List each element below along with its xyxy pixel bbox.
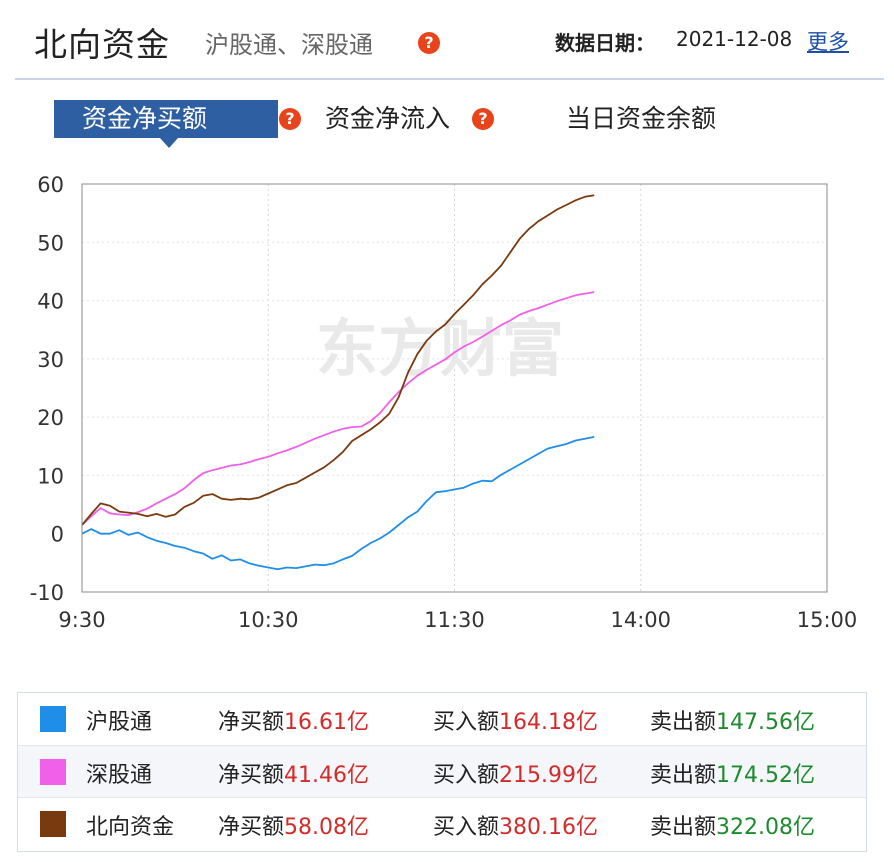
plot-border [81,183,828,593]
x-tick-label: 11:30 [424,608,485,632]
tab-net-buy-label: 资金净买额 [82,104,208,133]
legend-table: 沪股通 净买额16.61亿 买入额164.18亿 卖出额147.56亿 深股通 … [17,692,867,852]
buy-value: 215.99亿 [499,763,598,788]
legend-row: 深股通 净买额41.46亿 买入额215.99亿 卖出额174.52亿 [18,745,866,798]
tab-net-inflow[interactable]: 资金净流入 ? [325,100,495,138]
legend-name: 沪股通 [86,710,153,735]
series-line [81,436,595,571]
x-tick-label: 10:30 [238,608,299,632]
series-line [81,194,595,526]
legend-name: 深股通 [86,763,153,788]
sell-value: 322.08亿 [716,815,815,840]
y-tick-label: 30 [37,348,64,372]
chart-series [81,194,595,571]
chart-watermark: 东方财富 [316,312,564,385]
buy-label: 买入额 [433,815,500,840]
buy-label: 买入额 [433,763,500,788]
net-buy-cell: 净买额41.46亿 [218,757,369,789]
page-title: 北向资金 [34,25,170,64]
legend-swatch [40,759,66,785]
buy-value: 380.16亿 [499,815,598,840]
tab-net-buy[interactable]: 资金净买额 ? [54,100,301,138]
y-tick-label: 60 [37,173,64,197]
x-tick-label: 15:00 [797,608,858,632]
help-icon[interactable]: ? [279,108,301,130]
page-header: 北向资金 沪股通、深股通 ? 数据日期： 2021-12-08 更多 [0,0,894,80]
y-tick-label: 20 [37,406,64,430]
page-subtitle: 沪股通、深股通 [205,31,373,59]
y-tick-label: -10 [30,581,64,605]
header-divider [15,78,884,80]
series-line [81,291,595,526]
sell-label: 卖出额 [650,815,717,840]
y-tick-label: 40 [37,290,64,314]
tab-daily-balance-label: 当日资金余额 [566,104,717,133]
legend-swatch [40,811,66,837]
active-tab-pointer [160,138,178,148]
sell-cell: 卖出额174.52亿 [650,757,815,789]
net-buy-chart: 东方财富 60 50 40 30 20 10 0 -10 9:30 10:30 11:30 14:00… [30,173,858,632]
sell-label: 卖出额 [650,763,717,788]
x-tick-label: 9:30 [58,608,105,632]
legend-row: 北向资金 净买额58.08亿 买入额380.16亿 卖出额322.08亿 [18,797,866,850]
axis-labels: 60 50 40 30 20 10 0 -10 9:30 10:30 11:30 14:00 15:00 [30,173,858,632]
more-link[interactable]: 更多 [807,30,849,54]
legend-row: 沪股通 净买额16.61亿 买入额164.18亿 卖出额147.56亿 [18,693,866,745]
net-buy-label: 净买额 [218,763,285,788]
y-tick-label: 0 [51,523,64,547]
x-tick-label: 14:00 [610,608,671,632]
net-buy-cell: 净买额16.61亿 [218,704,369,736]
sell-cell: 卖出额322.08亿 [650,809,815,841]
sell-label: 卖出额 [650,710,717,735]
buy-cell: 买入额164.18亿 [433,704,598,736]
help-icon[interactable]: ? [472,108,494,130]
sell-value: 174.52亿 [716,763,815,788]
net-buy-cell: 净买额58.08亿 [218,809,369,841]
help-icon[interactable]: ? [418,32,440,54]
buy-value: 164.18亿 [499,710,598,735]
date-label: 数据日期： [555,31,655,55]
net-buy-label: 净买额 [218,815,285,840]
tab-net-inflow-label: 资金净流入 [325,104,451,133]
sell-cell: 卖出额147.56亿 [650,704,815,736]
buy-cell: 买入额380.16亿 [433,809,598,841]
net-buy-label: 净买额 [218,710,285,735]
net-buy-value: 58.08亿 [284,815,369,840]
date-value: 2021-12-08 [676,27,793,51]
sell-value: 147.56亿 [716,710,815,735]
legend-name: 北向资金 [86,815,175,840]
tab-daily-balance[interactable]: 当日资金余额 [566,100,746,138]
legend-swatch [40,706,66,732]
y-tick-label: 10 [37,464,64,488]
buy-cell: 买入额215.99亿 [433,757,598,789]
net-buy-value: 41.46亿 [284,763,369,788]
y-tick-label: 50 [37,231,64,255]
net-buy-value: 16.61亿 [284,710,369,735]
buy-label: 买入额 [433,710,500,735]
chart-grid [82,184,827,592]
